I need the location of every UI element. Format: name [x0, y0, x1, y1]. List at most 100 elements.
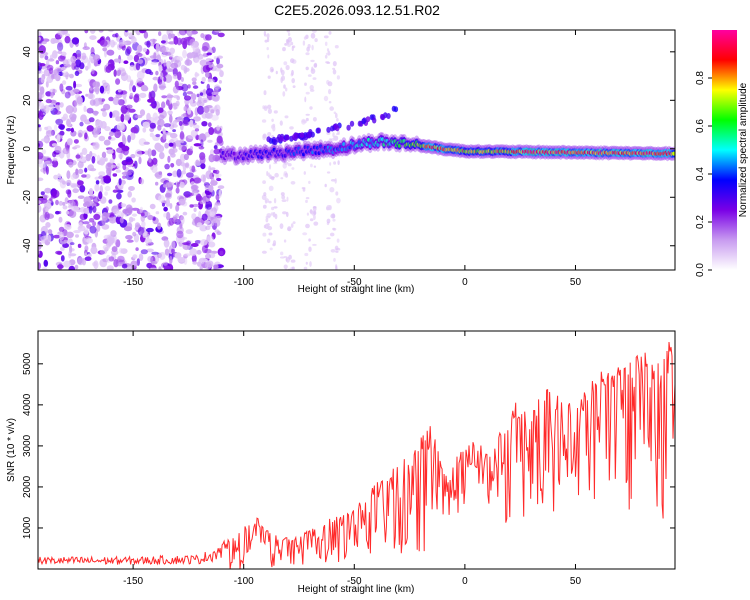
heatmap-cell — [99, 156, 106, 166]
heatmap-cell — [199, 225, 208, 232]
heatmap-cell — [127, 191, 132, 198]
heatmap-cell — [167, 33, 172, 40]
heatmap-cell — [202, 88, 207, 95]
heatmap-cell — [51, 143, 58, 147]
heatmap-cell — [155, 133, 161, 138]
heatmap-cell — [204, 204, 212, 210]
heatmap-cell — [268, 185, 274, 191]
heatmap-cell — [267, 104, 272, 110]
heatmap-cell — [305, 66, 309, 71]
heatmap-cell — [214, 173, 222, 178]
heatmap-cell — [87, 92, 94, 100]
heatmap-cell — [190, 184, 199, 190]
heatmap-cell — [102, 110, 107, 117]
heatmap-cell — [38, 200, 42, 204]
heatmap-cell — [149, 127, 155, 132]
heatmap-cell — [158, 266, 162, 270]
heatmap-cell — [183, 95, 192, 101]
heatmap-cell — [192, 85, 199, 89]
heatmap-cell — [55, 199, 59, 206]
heatmap-cell — [280, 177, 284, 180]
heatmap-cell — [205, 225, 211, 231]
heatmap-cell — [90, 246, 98, 255]
heatmap-cell — [77, 257, 85, 266]
heatmap-cell — [309, 261, 312, 267]
heatmap-cell — [305, 113, 310, 116]
heatmap-cell — [362, 117, 367, 124]
heatmap-cell — [110, 230, 117, 238]
heatmap-cell — [308, 246, 312, 252]
heatmap-cell — [179, 139, 185, 144]
heatmap-cell — [102, 47, 108, 52]
heatmap-cell — [177, 71, 182, 81]
heatmap-cell — [266, 213, 272, 218]
heatmap-cell — [94, 183, 100, 192]
heatmap-cell — [53, 174, 59, 180]
heatmap-cell — [312, 117, 317, 122]
heatmap-cell — [208, 64, 213, 68]
heatmap-cell — [367, 137, 371, 142]
heatmap-cell — [166, 60, 170, 69]
heatmap-cell — [210, 109, 215, 114]
snr-panel: -150 -100 -50 0 50 1000 2000 3000 4000 5000 Heig… — [6, 330, 676, 595]
heatmap-cell — [214, 84, 221, 90]
heatmap-cell — [207, 122, 212, 128]
heatmap-cell — [196, 249, 202, 255]
heatmap-cell — [302, 232, 308, 236]
heatmap-cell — [290, 41, 294, 46]
heatmap-cell — [302, 40, 306, 46]
heatmap-cell — [50, 92, 54, 99]
heatmap-cell — [66, 179, 72, 186]
heatmap-cell — [118, 178, 122, 186]
heatmap-cell — [151, 251, 159, 255]
heatmap-cell — [62, 147, 70, 155]
heatmap-cell — [169, 132, 178, 139]
snr-y-tick-label: 3000 — [22, 434, 33, 457]
heatmap-cell — [266, 37, 270, 43]
heatmap-cell — [310, 32, 316, 39]
heatmap-cell — [267, 108, 272, 114]
heatmap-cell — [216, 231, 222, 236]
snr-y-tick-label: 1000 — [22, 516, 33, 539]
heatmap-cell — [672, 151, 675, 156]
heatmap-cell — [149, 132, 154, 138]
heatmap-cell — [272, 240, 277, 246]
heatmap-cell — [206, 235, 214, 243]
heatmap-cell — [304, 96, 307, 103]
heatmap-cell — [108, 212, 115, 218]
heatmap-cell — [92, 110, 99, 115]
heatmap-cell — [161, 95, 167, 99]
heatmap-cell — [263, 105, 268, 111]
spectrogram-frame — [37, 29, 676, 271]
heatmap-cell — [218, 189, 222, 198]
heatmap-cell — [307, 74, 312, 77]
heatmap-cell — [112, 33, 118, 38]
heatmap-cell — [57, 30, 64, 36]
heatmap-cell — [150, 61, 158, 65]
heatmap-cell — [267, 223, 270, 228]
heatmap-cell — [174, 80, 179, 88]
heatmap-cell — [83, 105, 87, 112]
heatmap-cell — [134, 222, 141, 229]
heatmap-cell — [185, 162, 190, 169]
heatmap-cell — [148, 262, 153, 269]
heatmap-cell — [333, 161, 337, 165]
heatmap-cell — [137, 59, 144, 64]
heatmap-cell — [267, 238, 271, 244]
heatmap-cell — [164, 132, 172, 136]
heatmap-cell — [139, 206, 144, 214]
heatmap-cell — [393, 106, 399, 113]
heatmap-cell — [308, 142, 313, 145]
heatmap-cell — [38, 102, 45, 110]
heatmap-cell — [77, 160, 84, 169]
snr-x-ticks: -150 -100 -50 0 50 — [123, 331, 581, 587]
heatmap-cell — [104, 191, 108, 196]
heatmap-cell — [74, 145, 81, 149]
heatmap-cell — [105, 206, 109, 212]
heatmap-cell — [121, 145, 130, 152]
heatmap-cell — [310, 59, 315, 63]
heatmap-cell — [198, 257, 207, 263]
heatmap-cell — [183, 253, 191, 257]
heatmap-cell — [116, 163, 121, 169]
heatmap-cell — [85, 173, 91, 179]
